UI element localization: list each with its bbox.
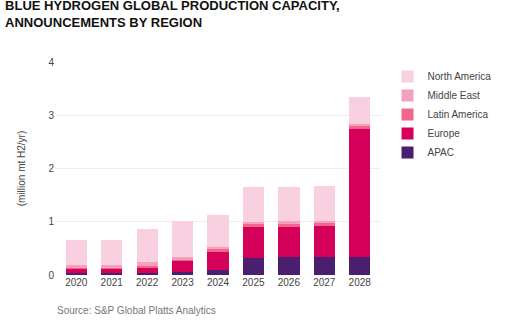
svg-text:2021: 2021 bbox=[101, 277, 124, 288]
svg-text:APAC: APAC bbox=[428, 147, 455, 158]
svg-text:2: 2 bbox=[48, 163, 54, 174]
svg-text:BLUE HYDROGEN GLOBAL PRODUCTIO: BLUE HYDROGEN GLOBAL PRODUCTION CAPACITY… bbox=[5, 0, 340, 30]
svg-text:2023: 2023 bbox=[171, 277, 194, 288]
svg-text:2024: 2024 bbox=[207, 277, 230, 288]
svg-text:North America: North America bbox=[428, 71, 492, 82]
svg-text:Source: S&P Global Platts Anal: Source: S&P Global Platts Analytics bbox=[57, 305, 216, 316]
svg-text:4: 4 bbox=[48, 57, 54, 68]
svg-text:Latin America: Latin America bbox=[428, 109, 489, 120]
svg-text:3: 3 bbox=[48, 110, 54, 121]
svg-text:1: 1 bbox=[48, 216, 54, 227]
svg-text:0: 0 bbox=[48, 270, 54, 281]
svg-text:2025: 2025 bbox=[242, 277, 265, 288]
svg-text:2020: 2020 bbox=[65, 277, 88, 288]
svg-text:2022: 2022 bbox=[136, 277, 159, 288]
svg-text:(million mt H2/yr): (million mt H2/yr) bbox=[16, 131, 27, 207]
svg-text:2028: 2028 bbox=[349, 277, 372, 288]
svg-text:Europe: Europe bbox=[428, 128, 461, 139]
svg-text:2026: 2026 bbox=[278, 277, 301, 288]
svg-text:Middle East: Middle East bbox=[428, 90, 480, 101]
svg-text:2027: 2027 bbox=[313, 277, 336, 288]
